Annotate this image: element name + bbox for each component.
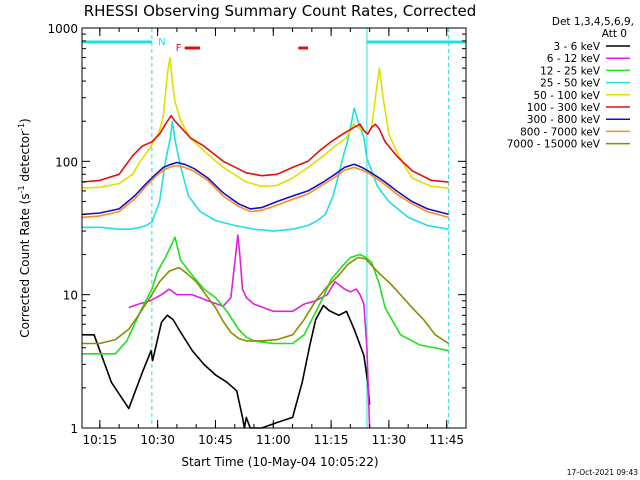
chart-title: RHESSI Observing Summary Count Rates, Co… [84, 2, 477, 20]
series-line-7 [81, 164, 449, 219]
legend-label: 800 - 7000 keV [520, 126, 601, 138]
flare-label: F [176, 43, 182, 54]
legend-label: 25 - 50 keV [540, 78, 601, 90]
x-tick-label: 10:15 [83, 433, 118, 447]
axes-layer: 10:15 10:30 10:45 11:00 11:15 11:30 11:45 1 10 10… [47, 22, 467, 447]
plot-frame [81, 27, 467, 429]
series-line-8 [82, 256, 450, 345]
y-tick-label: 1000 [47, 22, 78, 36]
x-tick-label: 10:30 [140, 433, 175, 447]
series-layer [81, 56, 450, 429]
legend-label: 100 - 300 keV [527, 102, 601, 114]
series-line-1 [128, 234, 371, 429]
legend-label: 3 - 6 keV [553, 41, 600, 53]
y-axis-label: Corrected Count Rate (s-1 detector-1) [17, 118, 32, 337]
x-tick-label: 11:30 [372, 433, 407, 447]
x-axis-label: Start Time (10-May-04 10:05:22) [181, 455, 378, 469]
series-line-2 [82, 236, 449, 355]
series-line-5 [81, 114, 449, 183]
y-tick-label: 1 [70, 422, 78, 436]
series-line-6 [81, 161, 449, 216]
y-tick-label: 100 [55, 155, 78, 169]
night-label: N [158, 37, 165, 48]
legend-label: 300 - 800 keV [527, 114, 601, 126]
legend-label: 6 - 12 keV [547, 53, 601, 65]
series-line-4 [81, 56, 449, 189]
legend-header-attenuator: Att 0 [602, 28, 627, 40]
legend-label: 12 - 25 keV [540, 65, 601, 77]
x-tick-label: 11:00 [256, 433, 291, 447]
legend-label: 50 - 100 keV [533, 90, 600, 102]
legend-header-detectors: Det 1,3,4,5,6,9, [552, 16, 634, 28]
x-tick-label: 11:15 [314, 433, 349, 447]
x-tick-label: 11:45 [429, 433, 464, 447]
y-tick-label: 10 [63, 289, 78, 303]
timestamp: 17-Oct-2021 09:43 [567, 468, 638, 477]
series-line-3 [82, 107, 449, 232]
legend-label: 7000 - 15000 keV [507, 139, 601, 151]
x-tick-label: 10:45 [198, 433, 233, 447]
